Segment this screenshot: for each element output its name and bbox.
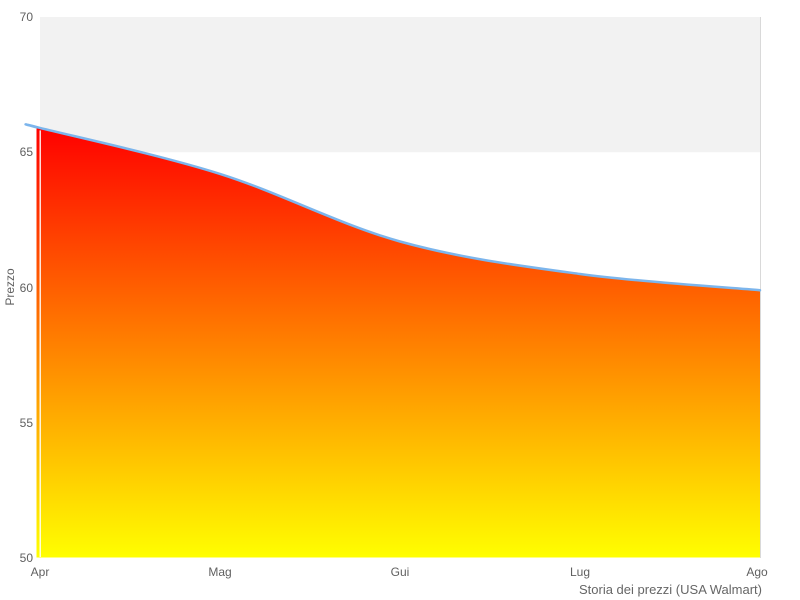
y-tick-label: 55 xyxy=(19,415,33,430)
x-tick-label: Lug xyxy=(569,565,591,579)
price-line xyxy=(24,123,762,292)
x-tick-label: Mag xyxy=(208,565,232,579)
y-axis-title: Prezzo xyxy=(3,268,17,306)
y-tick-label: 60 xyxy=(19,280,33,295)
y-tick-label: 65 xyxy=(19,145,33,160)
y-tick-label: 70 xyxy=(19,10,33,24)
area-fill xyxy=(25,124,761,558)
x-tick-label: Apr xyxy=(30,565,50,579)
x-axis-title: Storia dei prezzi (USA Walmart) xyxy=(578,582,762,597)
x-tick-label: Ago xyxy=(746,565,768,579)
alternate-grid-band xyxy=(40,17,760,153)
y-tick-label: 50 xyxy=(19,551,33,565)
x-tick-label: Gui xyxy=(390,565,410,579)
